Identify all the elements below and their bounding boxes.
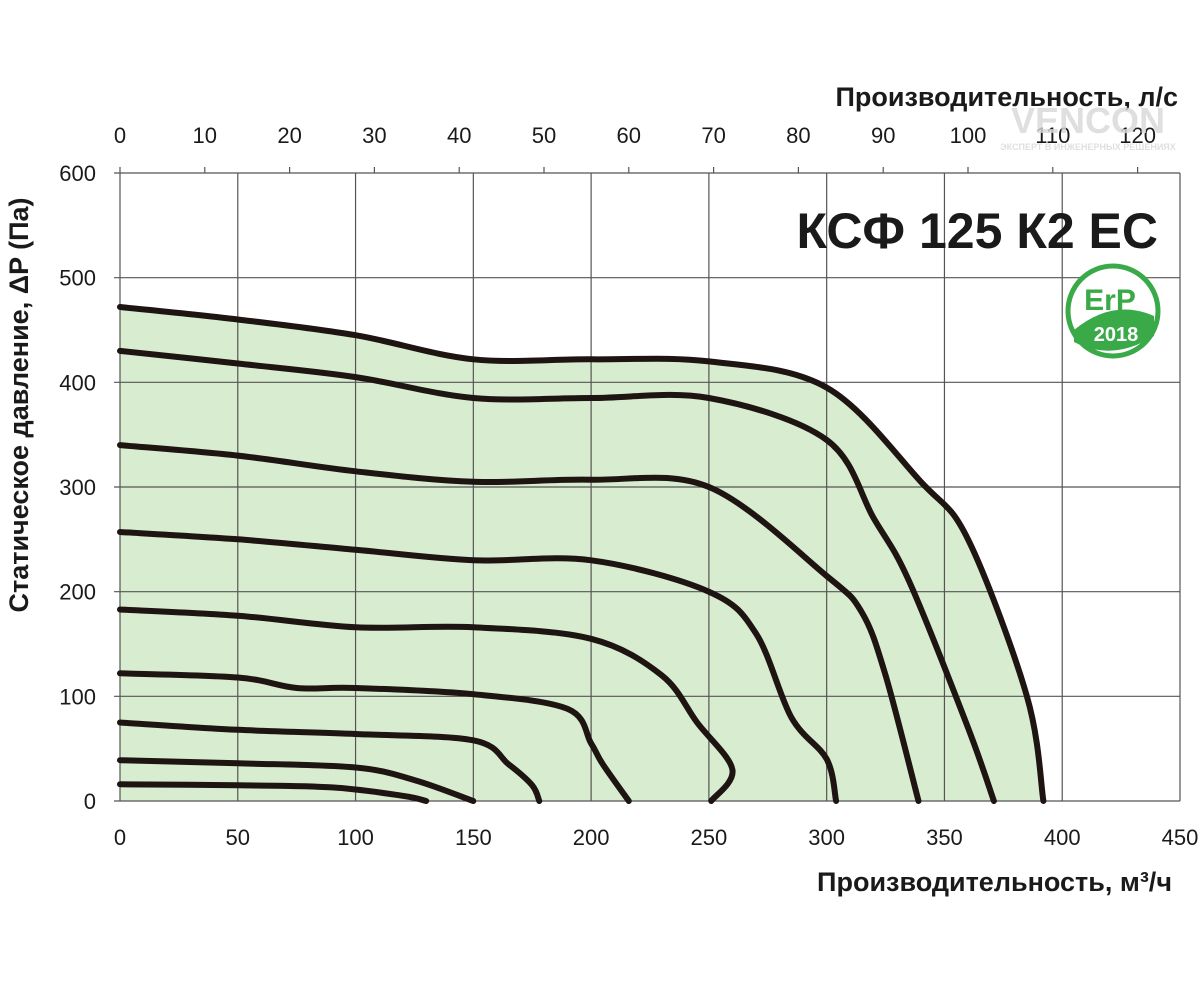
top-axis-tick-label: 10 bbox=[193, 123, 217, 148]
x-tick-label: 150 bbox=[455, 825, 492, 850]
x-tick-label: 0 bbox=[114, 825, 126, 850]
grid bbox=[114, 167, 1181, 802]
top-axis-tick-label: 90 bbox=[871, 123, 895, 148]
performance-curve-1 bbox=[117, 304, 1047, 804]
performance-curve-2 bbox=[117, 347, 997, 804]
erp-badge-band bbox=[1074, 309, 1154, 351]
x-tick-label: 450 bbox=[1162, 825, 1199, 850]
performance-curve-3 bbox=[117, 442, 922, 804]
performance-curve-4 bbox=[117, 529, 840, 804]
performance-curve-8 bbox=[117, 757, 477, 804]
x-tick-label: 350 bbox=[926, 825, 963, 850]
y-tick-label: 600 bbox=[59, 161, 96, 186]
top-axis-tick-label: 60 bbox=[617, 123, 641, 148]
erp-badge-year: 2018 bbox=[1094, 324, 1139, 346]
top-axis-tick-label: 100 bbox=[950, 123, 987, 148]
x-tick-label: 100 bbox=[337, 825, 374, 850]
top-axis-tick-label: 20 bbox=[277, 123, 301, 148]
performance-curve-9 bbox=[117, 781, 430, 804]
chart-title: КСФ 125 К2 ЕС bbox=[796, 203, 1158, 259]
performance-curve-7 bbox=[117, 719, 543, 804]
performance-curve-5 bbox=[117, 606, 736, 804]
top-axis-tick-label: 80 bbox=[786, 123, 810, 148]
tick-labels: 0 50 100 150 200 250 300 350 400 4500100200300400… bbox=[59, 123, 1198, 850]
y-axis-title: Статическое давление, ΔP (Па) bbox=[4, 197, 34, 612]
x-tick-label: 400 bbox=[1044, 825, 1081, 850]
x-tick-label: 50 bbox=[226, 825, 250, 850]
top-axis-tick-label: 30 bbox=[362, 123, 386, 148]
y-tick-label: 100 bbox=[59, 684, 96, 709]
watermark-logo: VENCON ЭКСПЕРТ В ИНЖЕНЕРНЫХ РЕШЕНИЯХ bbox=[1000, 100, 1176, 152]
top-axis-tick-label: 0 bbox=[114, 123, 126, 148]
erp-badge: ErP 2018 bbox=[1065, 263, 1161, 359]
x-tick-label: 200 bbox=[573, 825, 610, 850]
bottom-axis-title: Производительность, м³/ч bbox=[817, 867, 1172, 897]
x-tick-label: 250 bbox=[691, 825, 728, 850]
top-axis-tick-label: 50 bbox=[532, 123, 556, 148]
x-tick-label: 300 bbox=[808, 825, 845, 850]
y-tick-label: 200 bbox=[59, 580, 96, 605]
top-axis-tick-label: 110 bbox=[1035, 123, 1070, 148]
top-axis-tick-label: 120 bbox=[1119, 123, 1156, 148]
y-tick-label: 400 bbox=[59, 370, 96, 395]
performance-curve-6 bbox=[117, 670, 632, 804]
watermark-tagline: ЭКСПЕРТ В ИНЖЕНЕРНЫХ РЕШЕНИЯХ bbox=[1000, 142, 1176, 152]
performance-curves bbox=[117, 304, 1047, 804]
top-axis-title: Производительность, л/с bbox=[836, 82, 1178, 112]
watermark-brand: VENCON bbox=[1011, 100, 1165, 141]
y-tick-label: 0 bbox=[84, 789, 96, 814]
erp-badge-label: ErP bbox=[1084, 284, 1136, 317]
y-tick-label: 300 bbox=[59, 475, 96, 500]
top-axis-tick-label: 40 bbox=[447, 123, 471, 148]
y-tick-label: 500 bbox=[59, 266, 96, 291]
top-axis-tick-label: 70 bbox=[701, 123, 725, 148]
